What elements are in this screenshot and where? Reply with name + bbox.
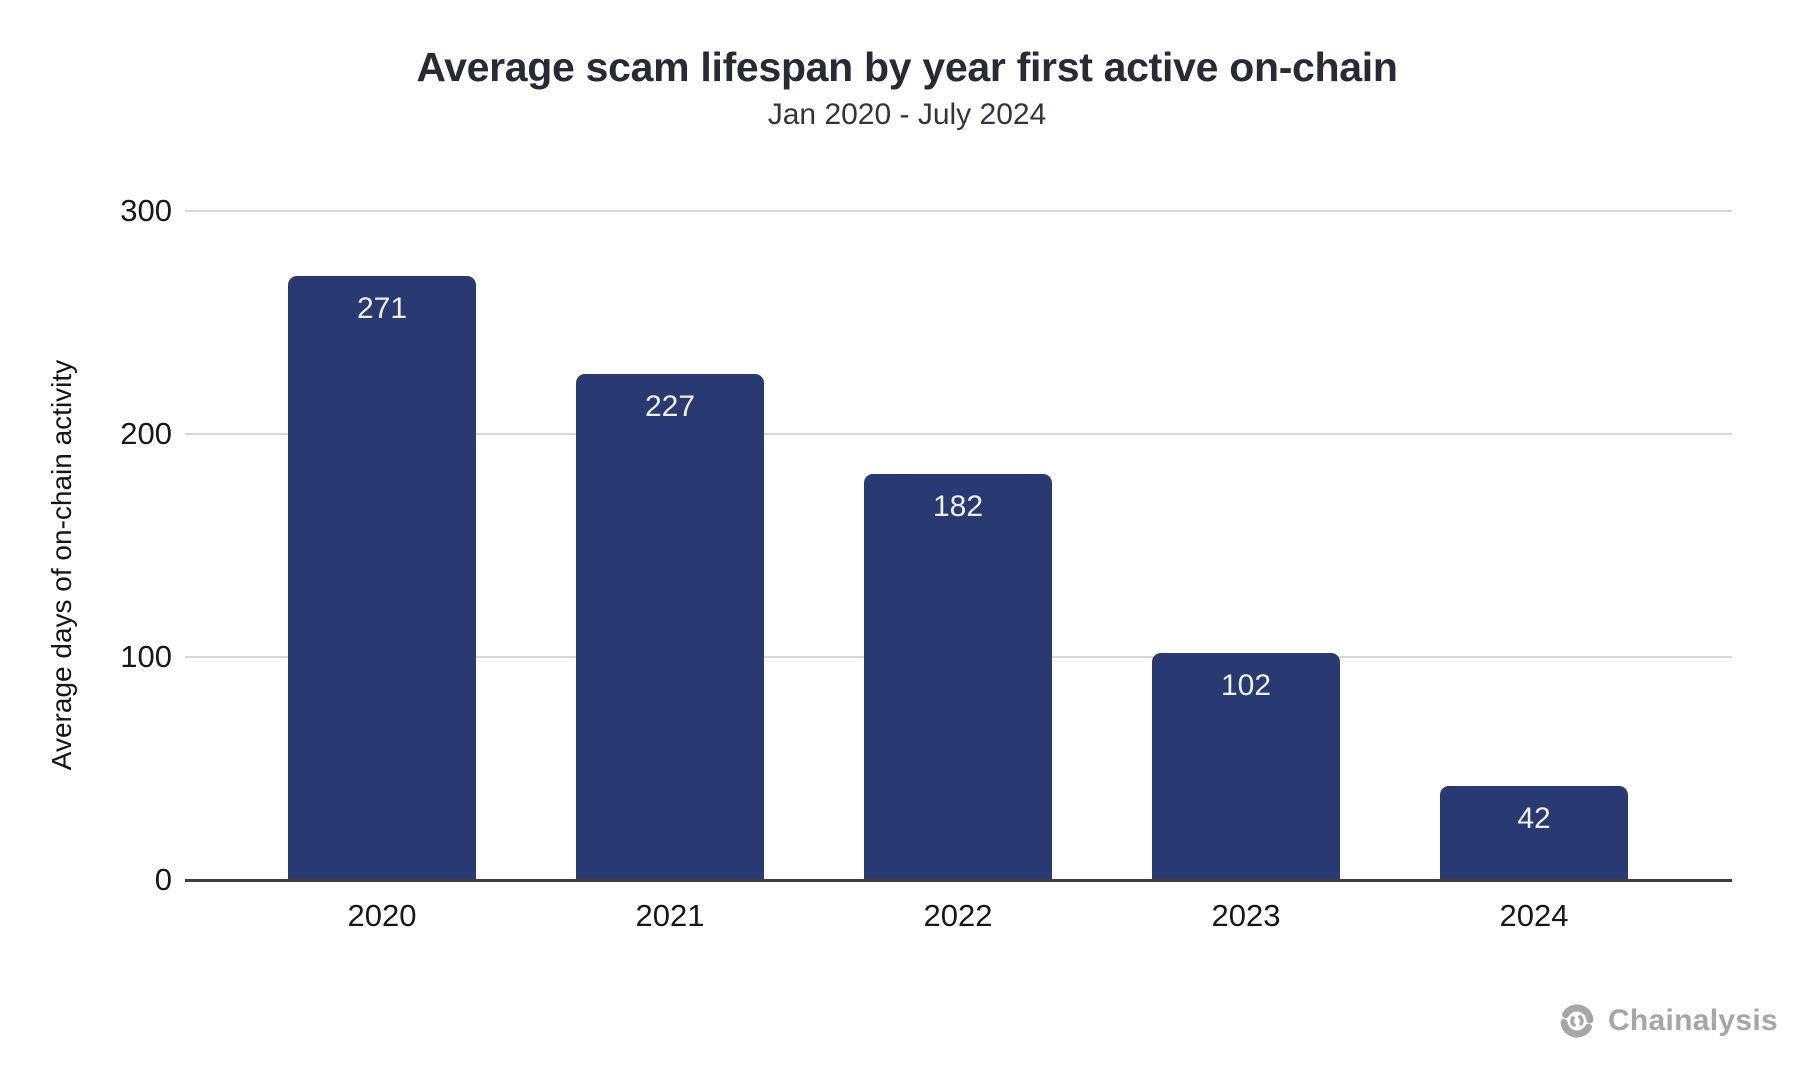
x-tick-label: 2021 <box>635 898 705 933</box>
brand-footer: Chainalysis <box>1557 1001 1778 1041</box>
y-tick-label: 100 <box>120 639 172 674</box>
x-axis-baseline <box>185 879 1732 882</box>
x-tick-label: 2022 <box>923 898 993 933</box>
bar-value-label: 182 <box>932 490 984 523</box>
x-tick-label: 2024 <box>1499 898 1569 933</box>
brand-logo-text: Chainalysis <box>1607 1004 1778 1037</box>
bar: 227 <box>576 374 764 880</box>
y-tick-label: 200 <box>120 416 172 451</box>
y-tick-label: 300 <box>120 193 172 228</box>
bar-value-label: 42 <box>1517 802 1551 835</box>
chainalysis-knot-icon <box>1557 1001 1597 1041</box>
chart-title: Average scam lifespan by year first acti… <box>416 44 1398 90</box>
bar: 102 <box>1152 653 1340 880</box>
x-tick-label: 2023 <box>1211 898 1281 933</box>
y-tick-label: 0 <box>154 862 172 897</box>
gridline <box>185 210 1732 212</box>
chart-subtitle: Jan 2020 - July 2024 <box>767 98 1047 131</box>
bar-value-label: 271 <box>356 292 408 325</box>
gridline <box>185 433 1732 435</box>
bar-value-label: 227 <box>644 390 696 423</box>
bar: 42 <box>1440 786 1628 880</box>
bar-value-label: 102 <box>1220 669 1272 702</box>
bar: 182 <box>864 474 1052 880</box>
x-tick-label: 2020 <box>347 898 417 933</box>
bar: 271 <box>288 276 476 880</box>
